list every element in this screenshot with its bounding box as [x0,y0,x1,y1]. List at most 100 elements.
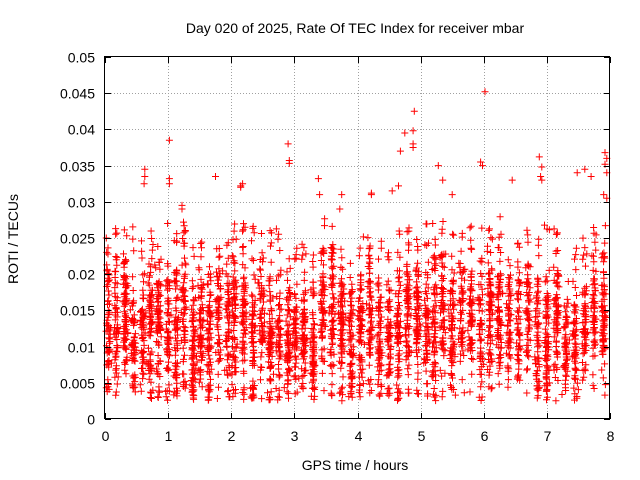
y-tick-label: 0.05 [68,50,95,66]
data-point [395,309,403,317]
data-point [395,278,403,286]
data-point [310,291,318,299]
data-point [309,284,317,292]
data-point [448,266,456,274]
data-point [601,239,609,247]
data-point [582,341,589,349]
data-point [376,319,384,327]
data-point [543,344,551,351]
data-point [229,253,237,261]
data-point [535,363,543,371]
data-point [573,315,580,322]
data-point [422,319,430,327]
data-point [582,361,590,369]
data-point [458,284,466,292]
data-point [589,381,597,389]
data-point [430,349,438,357]
data-point [113,336,121,343]
data-point [239,357,247,365]
data-point [430,289,438,297]
data-point [346,350,354,358]
data-point [181,377,189,385]
data-point [414,243,422,250]
data-point [292,363,299,371]
data-point [581,365,589,373]
data-point [171,344,179,352]
data-point [152,264,160,272]
data-point [367,387,375,394]
data-point [432,281,440,289]
data-point [552,328,560,336]
data-point [318,334,326,342]
data-point [396,267,403,275]
data-point [497,321,505,329]
data-point [414,361,422,368]
data-point [224,239,232,247]
data-point [587,304,595,312]
data-point [590,385,598,392]
data-point [267,239,275,247]
data-point [266,340,274,348]
data-point [457,350,465,358]
data-point [599,350,607,358]
data-point [258,336,266,344]
data-point [239,261,247,269]
data-point [197,240,205,247]
data-point [239,243,247,251]
data-point [534,333,542,341]
data-point [164,260,172,268]
data-point [541,221,548,229]
data-point [395,227,403,235]
data-point [139,271,147,279]
data-point [524,335,532,343]
data-point [450,343,458,351]
data-point [580,349,588,357]
data-point [208,312,216,320]
data-point [431,297,439,305]
data-point [179,235,187,242]
data-point [293,303,301,311]
data-point [162,393,170,401]
data-point [240,220,247,228]
data-point [460,352,468,359]
data-point [375,274,383,282]
data-point [589,344,597,352]
data-point [516,291,524,298]
data-point [339,320,347,328]
data-point [550,225,558,233]
data-point [330,295,338,303]
data-point [582,262,589,270]
data-point [272,225,280,233]
data-point [378,383,386,390]
y-tick-label: 0.02 [68,267,95,283]
data-point [214,357,222,365]
data-point [257,314,265,322]
data-point [105,291,113,299]
data-point [231,267,239,275]
data-point [298,325,306,333]
data-point [129,372,137,380]
data-point [206,263,213,271]
data-point [154,352,162,359]
data-point [293,280,301,288]
data-point [224,388,232,396]
data-point [146,325,154,333]
data-point [298,240,306,248]
data-point [224,254,232,262]
data-point [163,345,171,353]
data-point [165,335,173,343]
data-point [573,379,581,387]
data-point [146,313,154,321]
data-point [579,350,587,358]
data-point [413,386,421,394]
data-point [259,304,267,312]
data-point [534,300,541,308]
data-point [477,301,485,309]
data-point [162,387,170,395]
data-point [495,380,503,388]
data-point [232,290,240,298]
x-tick-label: 4 [355,428,363,444]
data-point [590,308,598,316]
data-point [561,360,569,368]
data-point [456,325,464,333]
